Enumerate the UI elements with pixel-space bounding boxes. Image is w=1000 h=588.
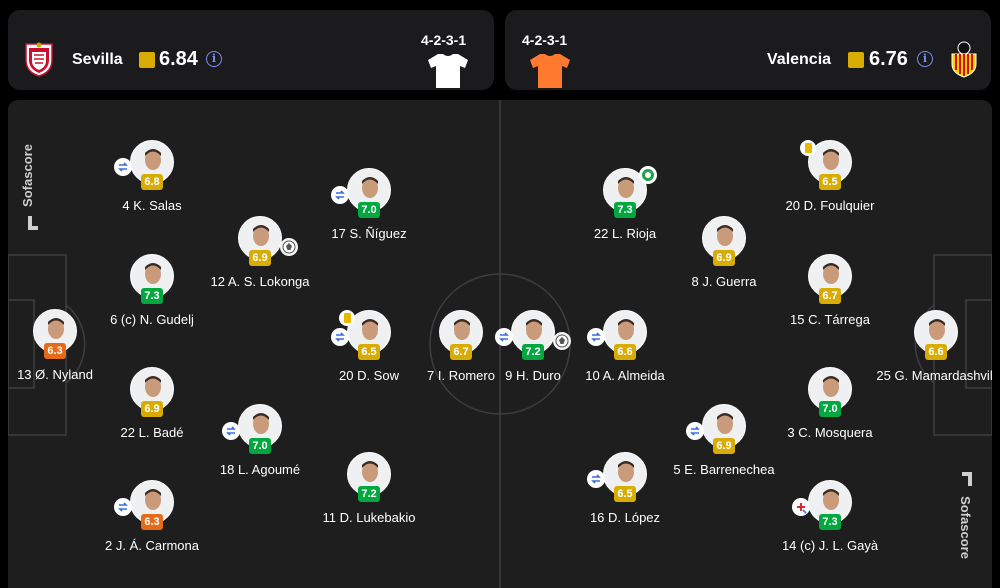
away-team-header: 4-2-3-1 Valencia 6.76 i xyxy=(505,10,991,90)
away-rating-badge xyxy=(848,52,864,68)
player-away-a4[interactable]: 7.0 3 C. Mosquera xyxy=(760,367,900,441)
player-rating: 6.9 xyxy=(713,250,735,266)
player-rating: 7.0 xyxy=(819,401,841,417)
home-team-header: Sevilla 6.84 i 4-2-3-1 xyxy=(8,10,494,90)
away-kit-icon xyxy=(530,54,570,88)
substitution-icon xyxy=(587,328,605,346)
ball-icon xyxy=(280,238,298,256)
player-away-a5[interactable]: 7.3 14 (c) J. L. Gayà xyxy=(760,480,900,554)
player-name[interactable]: 20 D. Foulquier xyxy=(785,198,875,213)
home-average-rating: 6.84 xyxy=(159,48,198,70)
player-home-h6[interactable]: 6.9 12 A. S. Lokonga xyxy=(190,216,330,290)
player-photo[interactable] xyxy=(439,310,483,354)
home-team-name[interactable]: Sevilla xyxy=(72,51,123,68)
player-rating: 6.7 xyxy=(819,288,841,304)
sevilla-crest-icon[interactable] xyxy=(22,40,56,78)
player-away-a8[interactable]: 7.3 22 L. Rioja xyxy=(555,166,695,242)
player-rating: 6.5 xyxy=(819,174,841,190)
away-formation: 4-2-3-1 xyxy=(522,32,568,48)
sofascore-logo-icon xyxy=(28,216,38,230)
player-name[interactable]: 9 H. Duro xyxy=(505,368,561,383)
home-info-icon[interactable]: i xyxy=(206,51,222,67)
substitution-icon xyxy=(114,158,132,176)
substitution-icon xyxy=(222,422,240,440)
substitution-icon xyxy=(331,328,349,346)
player-away-a3[interactable]: 6.7 15 C. Tárrega xyxy=(760,254,900,328)
assist-icon xyxy=(639,166,657,184)
player-home-h1[interactable]: 6.3 13 Ø. Nyland xyxy=(8,309,125,383)
sofascore-watermark-left: Sofascore xyxy=(20,130,42,230)
away-team-name[interactable]: Valencia xyxy=(767,51,832,68)
player-name[interactable]: 22 L. Rioja xyxy=(593,226,657,241)
player-rating: 7.3 xyxy=(819,514,841,530)
substitution-icon xyxy=(331,186,349,204)
player-rating: 6.8 xyxy=(141,174,163,190)
player-rating: 7.0 xyxy=(358,202,380,218)
player-rating: 6.3 xyxy=(141,514,163,530)
player-photo[interactable] xyxy=(130,367,174,411)
away-info-icon[interactable]: i xyxy=(917,51,933,67)
pitch: Sofascore Sofascore 6.3 13 Ø. Nyland 6.8 4 … xyxy=(8,100,992,588)
player-away-a2[interactable]: 6.5 20 D. Foulquier xyxy=(760,140,900,214)
player-rating: 6.7 xyxy=(450,344,472,360)
player-rating: 6.5 xyxy=(614,486,636,502)
player-home-h11[interactable]: 6.7 7 I. Romero xyxy=(391,310,531,384)
player-home-h5[interactable]: 6.3 2 J. Á. Carmona xyxy=(82,480,222,554)
player-name[interactable]: 17 S. Ñíguez xyxy=(331,226,407,241)
player-home-h9[interactable]: 6.5 20 D. Sow xyxy=(299,310,439,384)
substitution-icon xyxy=(495,328,513,346)
player-name[interactable]: 16 D. López xyxy=(589,510,661,525)
player-home-h7[interactable]: 7.0 18 L. Agoumé xyxy=(190,404,330,478)
player-rating: 7.2 xyxy=(522,344,544,360)
player-home-h4[interactable]: 6.9 22 L. Badé xyxy=(82,367,222,441)
player-name[interactable]: 6 (c) N. Gudelj xyxy=(110,312,194,327)
watermark-text-right: Sofascore xyxy=(957,496,973,559)
player-home-h3[interactable]: 7.3 6 (c) N. Gudelj xyxy=(82,254,222,328)
valencia-crest-icon[interactable] xyxy=(947,40,981,78)
sofascore-logo-icon xyxy=(962,472,972,486)
watermark-text-left: Sofascore xyxy=(19,144,35,207)
home-rating-badge xyxy=(139,52,155,68)
player-name[interactable]: 11 D. Lukebakio xyxy=(322,510,416,525)
player-home-h10[interactable]: 7.2 11 D. Lukebakio xyxy=(299,452,439,526)
substitution-icon xyxy=(686,422,704,440)
player-rating: 6.5 xyxy=(358,344,380,360)
player-name[interactable]: 8 J. Guerra xyxy=(691,274,757,289)
player-name[interactable]: 14 (c) J. L. Gayà xyxy=(781,538,879,553)
home-formation: 4-2-3-1 xyxy=(421,32,467,48)
ball-icon xyxy=(553,332,571,350)
player-photo[interactable] xyxy=(702,404,746,448)
player-away-a9[interactable]: 6.6 10 A. Almeida xyxy=(555,310,695,384)
away-average-rating: 6.76 xyxy=(869,48,908,70)
yellow-card-icon xyxy=(339,310,355,326)
player-rating: 6.9 xyxy=(249,250,271,266)
substitution-icon xyxy=(114,498,132,516)
player-rating: 7.3 xyxy=(614,202,636,218)
player-home-h8[interactable]: 7.0 17 S. Ñíguez xyxy=(299,168,439,242)
player-away-a11[interactable]: 7.2 9 H. Duro xyxy=(463,310,603,384)
player-rating: 6.6 xyxy=(614,344,636,360)
player-name[interactable]: 2 J. Á. Carmona xyxy=(105,538,199,553)
substitution-icon xyxy=(587,470,605,488)
injury-icon xyxy=(792,498,810,516)
player-away-a10[interactable]: 6.5 16 D. López xyxy=(555,452,695,526)
player-away-a1[interactable]: 6.6 25 G. Mamardashvili xyxy=(866,310,992,384)
player-name[interactable]: 12 A. S. Lokonga xyxy=(210,274,310,289)
yellow-card-icon xyxy=(800,140,816,156)
player-away-a7[interactable]: 6.9 5 E. Barrenechea xyxy=(654,404,794,478)
player-rating: 7.3 xyxy=(141,288,163,304)
player-rating: 7.0 xyxy=(249,438,271,454)
sofascore-watermark-right: Sofascore xyxy=(958,470,976,570)
home-kit-icon xyxy=(428,54,468,88)
player-rating: 6.3 xyxy=(44,343,66,359)
player-rating: 6.9 xyxy=(713,438,735,454)
player-rating: 6.9 xyxy=(141,401,163,417)
player-name[interactable]: 4 K. Salas xyxy=(122,198,182,213)
player-away-a6[interactable]: 6.9 8 J. Guerra xyxy=(654,216,794,290)
player-name[interactable]: 15 C. Tárrega xyxy=(790,312,870,327)
player-rating: 6.6 xyxy=(925,344,947,360)
player-rating: 7.2 xyxy=(358,486,380,502)
player-home-h2[interactable]: 6.8 4 K. Salas xyxy=(82,140,222,214)
